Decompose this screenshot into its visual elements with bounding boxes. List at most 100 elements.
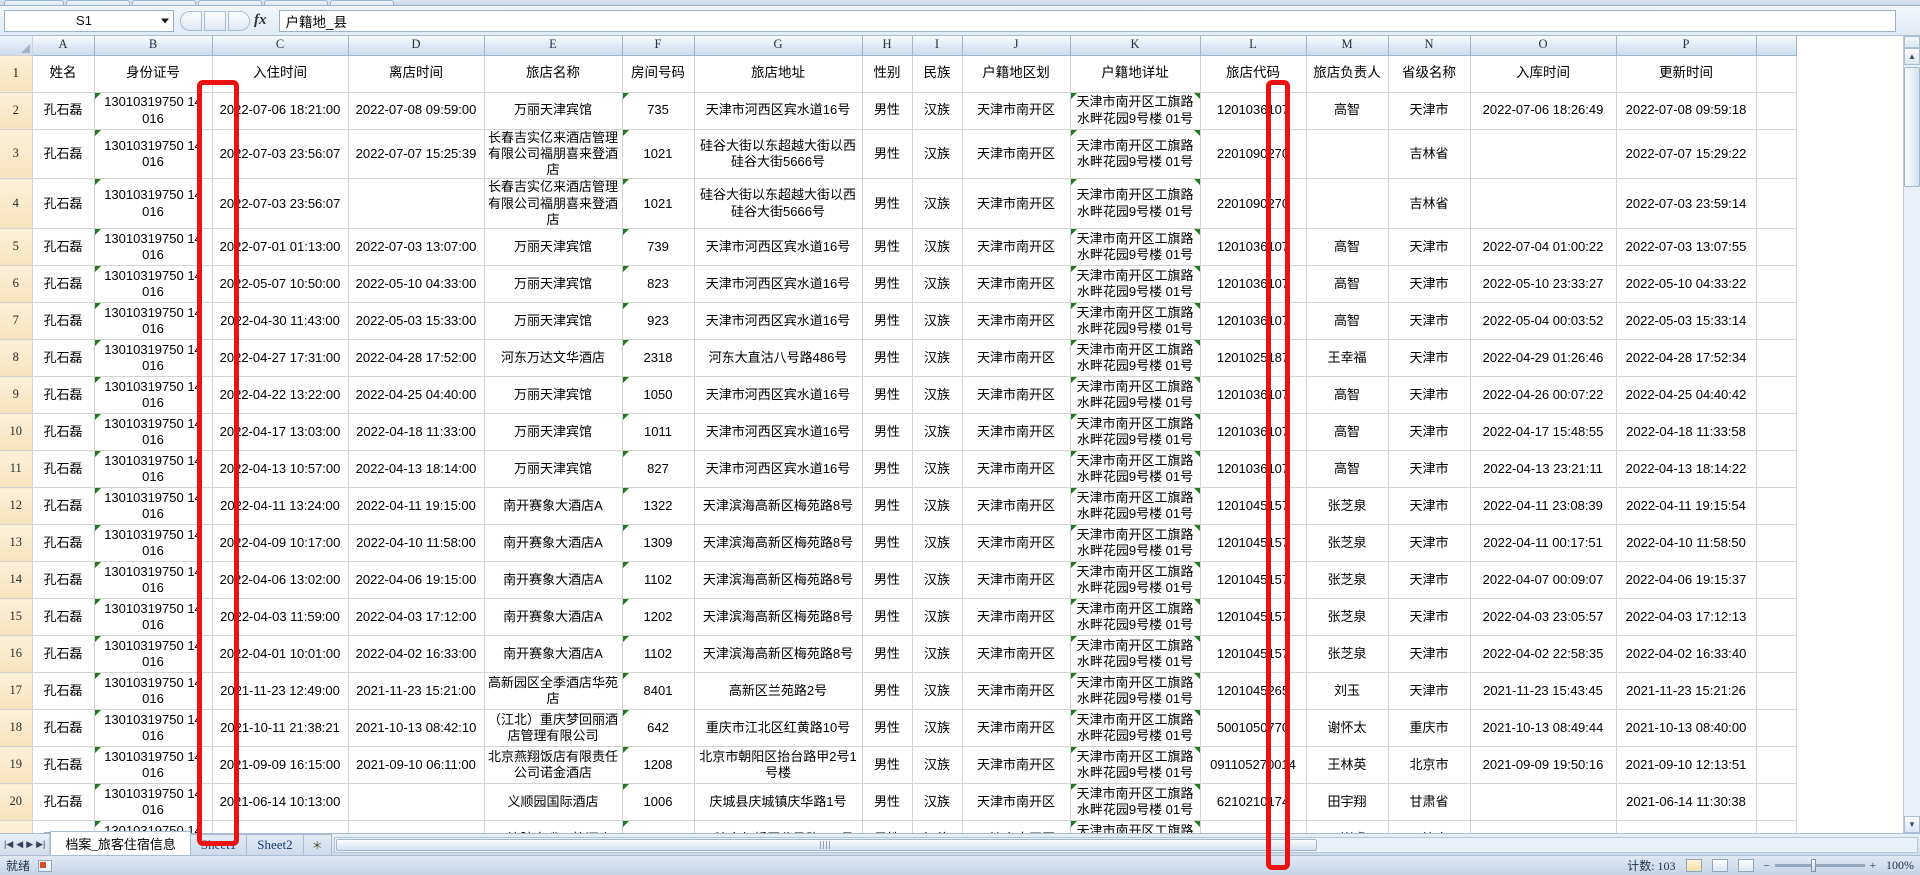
cell-M17[interactable]: 刘玉	[1306, 672, 1389, 710]
cell-D5[interactable]: 2022-07-03 13:07:00	[348, 228, 485, 266]
cell-A5[interactable]: 孔石磊	[32, 228, 95, 266]
cell-K14[interactable]: 天津市南开区工旗路水畔花园9号楼 01号	[1070, 561, 1201, 599]
cell-P12[interactable]: 2022-04-11 19:15:54	[1616, 487, 1757, 525]
cell-I5[interactable]: 汉族	[912, 228, 963, 266]
cell-B9[interactable]: 13010319750 14 016	[94, 376, 213, 414]
cell-P13[interactable]: 2022-04-10 11:58:50	[1616, 524, 1757, 562]
row-header-17[interactable]: 17	[0, 672, 33, 710]
zoom-control[interactable]: − +	[1764, 859, 1876, 872]
cell-A9[interactable]: 孔石磊	[32, 376, 95, 414]
table-row[interactable]: 2 孔石磊 13010319750 14 016 2022-07-06 18:21:0…	[0, 92, 1797, 130]
cell-M14[interactable]: 张芝泉	[1306, 561, 1389, 599]
cell-B4[interactable]: 13010319750 14 016	[94, 178, 213, 229]
cell-D11[interactable]: 2022-04-13 18:14:00	[348, 450, 485, 488]
cell-A7[interactable]: 孔石磊	[32, 302, 95, 340]
ribbon-tab-1[interactable]	[4, 0, 64, 5]
cell-D21[interactable]: 2021-04-29 16:57:00	[348, 820, 485, 833]
cell-C21[interactable]: 2021-04-27 19:26:00	[212, 820, 349, 833]
cell-Q7[interactable]	[1756, 302, 1797, 340]
cell-N2[interactable]: 天津市	[1388, 92, 1471, 130]
cell-K9[interactable]: 天津市南开区工旗路水畔花园9号楼 01号	[1070, 376, 1201, 414]
cell-B20[interactable]: 13010319750 14 016	[94, 783, 213, 821]
horizontal-scrollbar[interactable]	[332, 834, 1920, 855]
cell-L2[interactable]: 1201036107	[1200, 92, 1307, 130]
cell-K20[interactable]: 天津市南开区工旗路水畔花园9号楼 01号	[1070, 783, 1201, 821]
cell-B19[interactable]: 13010319750 14 016	[94, 746, 213, 784]
cell-B2[interactable]: 13010319750 14 016	[94, 92, 213, 130]
table-row[interactable]: 14 孔石磊 13010319750 14 016 2022-04-06 13:02:…	[0, 561, 1797, 599]
cell-M15[interactable]: 张芝泉	[1306, 598, 1389, 636]
table-row[interactable]: 6 孔石磊 13010319750 14 016 2022-05-07 10:50:0…	[0, 265, 1797, 303]
cell-G17[interactable]: 高新区兰苑路2号	[694, 672, 863, 710]
cell-H19[interactable]: 男性	[862, 746, 913, 784]
cell-D18[interactable]: 2021-10-13 08:42:10	[348, 709, 485, 747]
cell-I8[interactable]: 汉族	[912, 339, 963, 377]
cell-P4[interactable]: 2022-07-03 23:59:14	[1616, 178, 1757, 229]
cell-C2[interactable]: 2022-07-06 18:21:00	[212, 92, 349, 130]
cell-O9[interactable]: 2022-04-26 00:07:22	[1470, 376, 1617, 414]
cell-G14[interactable]: 天津滨海高新区梅苑路8号	[694, 561, 863, 599]
cell-Q13[interactable]	[1756, 524, 1797, 562]
column-header-F[interactable]: F	[622, 36, 695, 56]
cell-B3[interactable]: 13010319750 14 016	[94, 129, 213, 180]
cell-A13[interactable]: 孔石磊	[32, 524, 95, 562]
zoom-in-icon[interactable]: +	[1869, 859, 1876, 872]
cell-C9[interactable]: 2022-04-22 13:22:00	[212, 376, 349, 414]
cell-Q8[interactable]	[1756, 339, 1797, 377]
cell-A4[interactable]: 孔石磊	[32, 178, 95, 229]
cell-L5[interactable]: 1201036107	[1200, 228, 1307, 266]
cell-E2[interactable]: 万丽天津宾馆	[484, 92, 623, 130]
cell-N10[interactable]: 天津市	[1388, 413, 1471, 451]
cell-P14[interactable]: 2022-04-06 19:15:37	[1616, 561, 1757, 599]
cell-K7[interactable]: 天津市南开区工旗路水畔花园9号楼 01号	[1070, 302, 1201, 340]
cell-I12[interactable]: 汉族	[912, 487, 963, 525]
cell-J4[interactable]: 天津市南开区	[962, 178, 1071, 229]
row-header-19[interactable]: 19	[0, 746, 33, 784]
row-header-5[interactable]: 5	[0, 228, 33, 266]
cell-F19[interactable]: 1208	[622, 746, 695, 784]
vertical-scroll-track[interactable]	[1904, 65, 1920, 816]
cell-A19[interactable]: 孔石磊	[32, 746, 95, 784]
cell-O12[interactable]: 2022-04-11 23:08:39	[1470, 487, 1617, 525]
vertical-scrollbar[interactable]: ▲ ▼	[1903, 36, 1920, 833]
cell-B21[interactable]: 13010319750 14 016	[94, 820, 213, 833]
cell-C7[interactable]: 2022-04-30 11:43:00	[212, 302, 349, 340]
cell-I7[interactable]: 汉族	[912, 302, 963, 340]
cell-Q1[interactable]	[1756, 55, 1797, 93]
cell-G6[interactable]: 天津市河西区宾水道16号	[694, 265, 863, 303]
table-row[interactable]: 1 姓名 身份证号 入住时间 离店时间 旅店名称 房间号码 旅店地址 性别 民族…	[0, 55, 1797, 93]
cell-N16[interactable]: 天津市	[1388, 635, 1471, 673]
cell-G4[interactable]: 硅谷大街以东超越大街以西硅谷大街5666号	[694, 178, 863, 229]
cell-F1[interactable]: 房间号码	[622, 55, 695, 93]
page-break-view-icon[interactable]	[1737, 859, 1754, 872]
cell-J11[interactable]: 天津市南开区	[962, 450, 1071, 488]
cell-B5[interactable]: 13010319750 14 016	[94, 228, 213, 266]
cell-O10[interactable]: 2022-04-17 15:48:55	[1470, 413, 1617, 451]
row-header-16[interactable]: 16	[0, 635, 33, 673]
cell-E20[interactable]: 义顺园国际酒店	[484, 783, 623, 821]
cell-K3[interactable]: 天津市南开区工旗路水畔花园9号楼 01号	[1070, 129, 1201, 180]
cell-E17[interactable]: 高新园区全季酒店华苑店	[484, 672, 623, 710]
cell-F9[interactable]: 1050	[622, 376, 695, 414]
table-row[interactable]: 17 孔石磊 13010319750 14 016 2021-11-23 12:49:…	[0, 672, 1797, 710]
cell-P17[interactable]: 2021-11-23 15:21:26	[1616, 672, 1757, 710]
row-header-9[interactable]: 9	[0, 376, 33, 414]
cell-L20[interactable]: 6210210174	[1200, 783, 1307, 821]
cell-I11[interactable]: 汉族	[912, 450, 963, 488]
cell-Q14[interactable]	[1756, 561, 1797, 599]
cell-G7[interactable]: 天津市河西区宾水道16号	[694, 302, 863, 340]
row-header-10[interactable]: 10	[0, 413, 33, 451]
cell-M21[interactable]: 丁巍睿	[1306, 820, 1389, 833]
cell-F7[interactable]: 923	[622, 302, 695, 340]
cell-H6[interactable]: 男性	[862, 265, 913, 303]
cell-E13[interactable]: 南开赛象大酒店A	[484, 524, 623, 562]
cell-G19[interactable]: 北京市朝阳区抬台路甲2号1号楼	[694, 746, 863, 784]
cell-P19[interactable]: 2021-09-10 12:13:51	[1616, 746, 1757, 784]
cell-L9[interactable]: 1201036107	[1200, 376, 1307, 414]
cell-N12[interactable]: 天津市	[1388, 487, 1471, 525]
cell-B10[interactable]: 13010319750 14 016	[94, 413, 213, 451]
cell-P6[interactable]: 2022-05-10 04:33:22	[1616, 265, 1757, 303]
cell-F2[interactable]: 735	[622, 92, 695, 130]
row-header-18[interactable]: 18	[0, 709, 33, 747]
scroll-down-icon[interactable]: ▼	[1904, 816, 1920, 833]
